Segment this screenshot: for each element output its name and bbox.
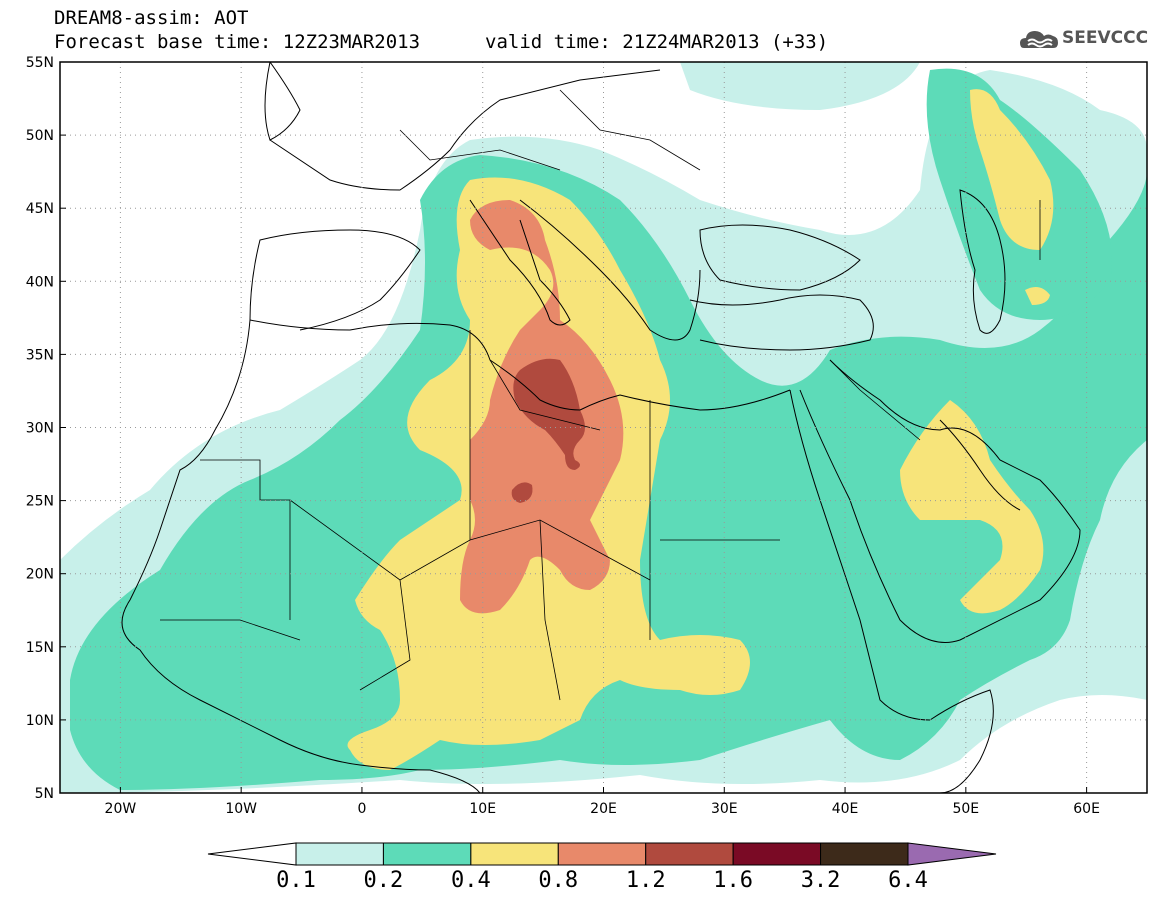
lon-tick-label: 50E xyxy=(952,801,979,817)
colorbar xyxy=(207,842,997,866)
lon-tick-label: 10W xyxy=(225,801,257,817)
coastline-black-sea xyxy=(699,224,861,291)
coastline-balkans xyxy=(519,199,701,341)
border xyxy=(399,129,561,171)
lon-tick-label: 30E xyxy=(711,801,738,817)
coastline-turkey xyxy=(689,294,874,351)
lon-tick-label: 20E xyxy=(590,801,617,817)
border xyxy=(829,359,921,441)
colorbar-box xyxy=(732,842,822,866)
lon-tick-label: 40E xyxy=(832,801,859,817)
forecast-base-time: Forecast base time: 12Z23MAR2013 xyxy=(54,31,421,53)
colorbar-level-label: 1.6 xyxy=(713,868,754,893)
coastline-red-sea xyxy=(789,389,931,721)
coastline-europe-north xyxy=(269,69,661,191)
lon-tick-label: 60E xyxy=(1073,801,1100,817)
colorbar-level-label: 0.4 xyxy=(450,868,491,893)
colorbar-level-label: 6.4 xyxy=(888,868,928,893)
cloud-icon xyxy=(1020,31,1058,48)
longitude-ticks: 20W 10W 0 10E 20E 30E 40E 50E 60E xyxy=(105,787,1100,817)
border xyxy=(160,619,301,641)
coastline-persian-gulf xyxy=(939,419,1021,511)
colorbar-level-label: 0.8 xyxy=(538,868,579,893)
contour-level-1.2 xyxy=(513,358,585,470)
border xyxy=(539,519,561,701)
seevccc-logo: SEEVCCC xyxy=(1018,22,1158,58)
coastline-horn-of-africa xyxy=(929,689,994,793)
contour-level-0.4 xyxy=(900,400,1044,614)
valid-time: valid time: 21Z24MAR2013 (+33) xyxy=(485,31,829,53)
colorbar-box xyxy=(295,842,384,866)
colorbar-over-arrow xyxy=(907,842,997,866)
lat-tick-label: 25N xyxy=(26,494,54,510)
border xyxy=(489,359,601,431)
lat-tick-label: 40N xyxy=(26,274,54,290)
colorbar-level-label: 3.2 xyxy=(800,868,841,893)
lon-tick-label: 0 xyxy=(357,801,366,817)
lat-tick-label: 35N xyxy=(26,347,54,363)
lat-tick-label: 15N xyxy=(26,640,54,656)
lon-tick-label: 10E xyxy=(469,801,496,817)
coastline-africa-west xyxy=(121,319,481,793)
coastline-iberia xyxy=(249,229,421,331)
coastline-caspian xyxy=(959,189,1006,334)
coastlines xyxy=(121,62,1081,793)
lon-tick-label: 20W xyxy=(105,801,137,817)
colorbar-box xyxy=(820,842,909,866)
coastline-uk xyxy=(264,62,301,141)
colorbar-box xyxy=(470,842,559,866)
coastline-italy xyxy=(469,199,571,326)
colorbar-under-arrow xyxy=(207,842,297,866)
lat-tick-label: 10N xyxy=(26,713,54,729)
contour-level-0.4 xyxy=(970,89,1054,251)
colorbar-level-label: 0.2 xyxy=(363,868,404,893)
colorbar-box xyxy=(557,842,647,866)
contour-level-1.2 xyxy=(511,482,533,503)
border xyxy=(359,579,411,691)
colorbar-box xyxy=(645,842,734,866)
contour-level-0.1 xyxy=(680,62,920,110)
colorbar-box xyxy=(382,842,472,866)
latitude-ticks: 55N 50N 45N 40N 35N 30N 25N 20N 15N 10N 5N xyxy=(26,55,66,802)
graticule xyxy=(60,62,1147,793)
lat-tick-label: 50N xyxy=(26,128,54,144)
lat-tick-label: 30N xyxy=(26,421,54,437)
border xyxy=(200,459,291,620)
logo-text: SEEVCCC xyxy=(1062,28,1149,48)
lat-tick-label: 55N xyxy=(26,55,54,71)
chart-title: DREAM8-assim: AOT xyxy=(54,7,249,29)
colorbar-level-label: 0.1 xyxy=(276,868,316,893)
aot-contours xyxy=(60,62,1147,793)
coastline-mediterranean-south xyxy=(249,319,791,411)
lat-tick-label: 20N xyxy=(26,567,54,583)
contour-level-0.4 xyxy=(1025,286,1050,305)
lat-tick-label: 5N xyxy=(35,786,54,802)
colorbar-level-label: 1.2 xyxy=(625,868,666,893)
lat-tick-label: 45N xyxy=(26,201,54,217)
coastline-arabia xyxy=(799,359,1081,643)
